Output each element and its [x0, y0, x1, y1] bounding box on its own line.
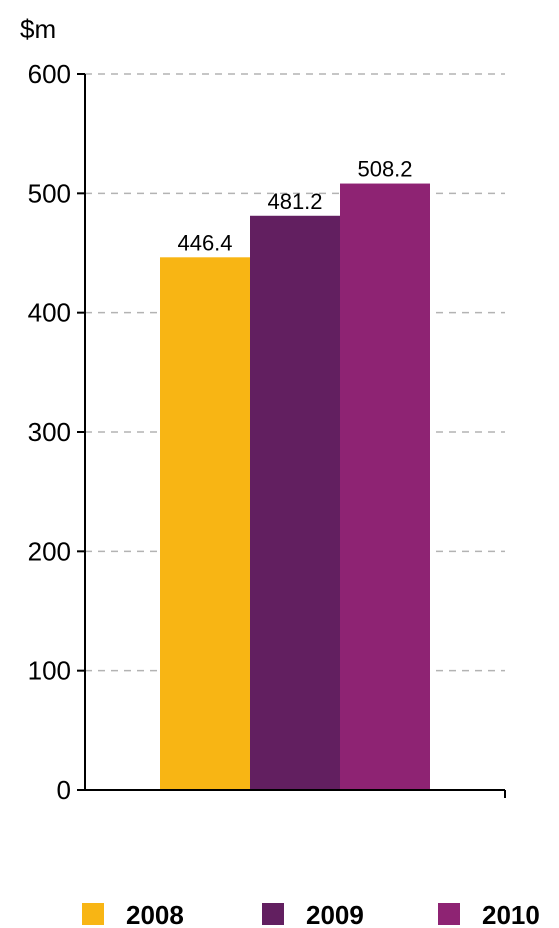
legend-swatch-2010: [438, 903, 460, 925]
value-label-2010: 508.2: [357, 157, 412, 182]
legend-label-2009: 2009: [306, 900, 364, 928]
y-tick-label: 400: [28, 298, 71, 328]
bars: [160, 183, 430, 791]
y-tick-label: 600: [28, 59, 71, 89]
legend-label-2010: 2010: [482, 900, 540, 928]
bar-2008: [160, 257, 250, 790]
legend-swatch-2009: [262, 903, 284, 925]
legend: 2008 2009 2010: [82, 900, 540, 928]
legend-label-2008: 2008: [126, 900, 184, 928]
bar-2009: [250, 215, 340, 790]
bar-value-labels: 446.4 481.2 508.2: [177, 157, 412, 256]
legend-swatch-2008: [82, 903, 104, 925]
value-label-2009: 481.2: [267, 189, 322, 214]
value-label-2008: 446.4: [177, 230, 232, 255]
y-tick-label: 200: [28, 536, 71, 566]
y-tick-label: 500: [28, 178, 71, 208]
y-tick-label: 100: [28, 656, 71, 686]
y-axis-unit-label: $m: [20, 14, 56, 44]
y-tick-label: 300: [28, 417, 71, 447]
y-tick-label: 0: [57, 775, 71, 805]
y-axis-ticks: 0 100 200 300 400 500 600: [28, 59, 506, 805]
bar-2010: [340, 183, 430, 791]
